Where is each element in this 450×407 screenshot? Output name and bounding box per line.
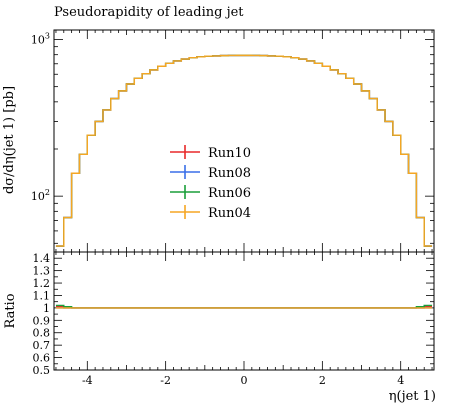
ratio-y-tick-label: 1.1 bbox=[33, 289, 51, 302]
ratio-y-tick-label: 1.3 bbox=[33, 265, 51, 278]
x-tick-label: 4 bbox=[397, 374, 404, 387]
ratio-y-tick-label: 0.8 bbox=[33, 327, 51, 340]
ratio-y-tick-label: 1.2 bbox=[33, 277, 51, 290]
ratio-y-axis-label: Ratio bbox=[3, 293, 18, 328]
ratio-y-tick-label: 1.4 bbox=[33, 252, 51, 265]
legend-label-run08: Run08 bbox=[208, 166, 251, 181]
y-tick-label: 103 bbox=[31, 32, 50, 47]
x-tick-label: -4 bbox=[82, 374, 93, 387]
x-axis-label: η(jet 1) bbox=[389, 389, 436, 404]
y-tick-label: 102 bbox=[31, 188, 50, 203]
series-line-run04 bbox=[55, 54, 433, 247]
x-tick-label: 0 bbox=[241, 374, 248, 387]
legend: Run10 Run08 Run06 Run04 bbox=[170, 145, 251, 221]
x-tick-label: 2 bbox=[319, 374, 326, 387]
ratio-y-tick-label: 1 bbox=[43, 302, 50, 315]
legend-label-run06: Run06 bbox=[208, 186, 251, 201]
ratio-y-tick-label: 0.6 bbox=[33, 352, 51, 365]
legend-label-run10: Run10 bbox=[208, 146, 251, 161]
ratio-y-tick-label: 0.9 bbox=[33, 314, 51, 327]
legend-label-run04: Run04 bbox=[208, 206, 251, 221]
x-tick-label: -2 bbox=[160, 374, 171, 387]
ratio-plot-area: -4 -2 0 2 4 0.50.60.70.80.911.11.21.31.4 bbox=[33, 251, 435, 387]
ratio-y-tick-label: 0.5 bbox=[33, 364, 51, 377]
ratio-y-tick-label: 0.7 bbox=[33, 339, 51, 352]
ratio-plot-frame bbox=[53, 251, 435, 371]
y-axis-label: dσ/dη(jet 1) [pb] bbox=[2, 86, 17, 194]
chart-title: Pseudorapidity of leading jet bbox=[54, 5, 244, 20]
